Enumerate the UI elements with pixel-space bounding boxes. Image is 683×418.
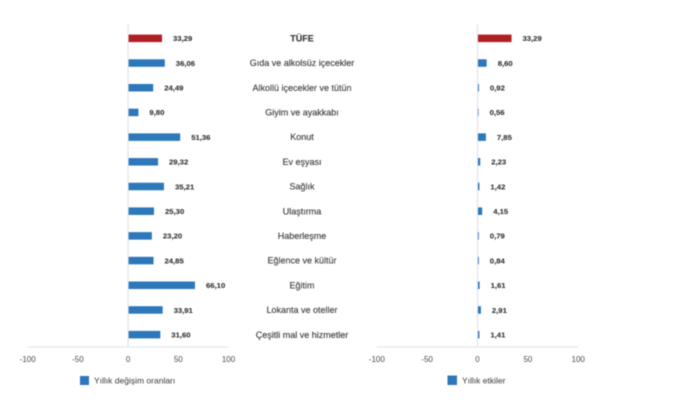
svg-text:2,23: 2,23 xyxy=(491,158,506,167)
svg-text:24,49: 24,49 xyxy=(164,84,183,93)
svg-text:1,61: 1,61 xyxy=(491,281,507,290)
svg-text:50: 50 xyxy=(174,355,183,364)
svg-text:Haberleşme: Haberleşme xyxy=(278,231,327,241)
svg-text:Konut: Konut xyxy=(290,132,314,142)
svg-text:66,10: 66,10 xyxy=(206,281,225,290)
svg-text:0: 0 xyxy=(126,355,131,364)
svg-text:36,06: 36,06 xyxy=(176,59,195,68)
svg-text:0,84: 0,84 xyxy=(490,256,506,265)
svg-text:Ulaştırma: Ulaştırma xyxy=(283,206,322,216)
svg-text:1,42: 1,42 xyxy=(490,182,505,191)
svg-text:0: 0 xyxy=(475,355,480,364)
svg-text:1,41: 1,41 xyxy=(490,330,506,339)
svg-text:Lokanta ve oteller: Lokanta ve oteller xyxy=(266,305,337,315)
svg-text:Yıllık değişim oranları: Yıllık değişim oranları xyxy=(94,376,175,386)
svg-text:Yıllık etkiler: Yıllık etkiler xyxy=(462,376,506,386)
svg-text:Gıda ve alkolsüz içecekler: Gıda ve alkolsüz içecekler xyxy=(250,58,355,68)
svg-text:8,60: 8,60 xyxy=(498,59,513,68)
svg-text:23,20: 23,20 xyxy=(163,232,182,241)
svg-text:Eğlence ve kültür: Eğlence ve kültür xyxy=(267,256,336,266)
svg-text:Eğitim: Eğitim xyxy=(289,280,314,290)
svg-text:33,29: 33,29 xyxy=(173,34,192,43)
svg-text:Giyim ve ayakkabı: Giyim ve ayakkabı xyxy=(265,108,339,118)
svg-text:Alkollü içecekler ve tütün: Alkollü içecekler ve tütün xyxy=(252,83,351,93)
svg-text:29,32: 29,32 xyxy=(169,158,188,167)
svg-text:100: 100 xyxy=(572,355,586,364)
svg-text:-100: -100 xyxy=(20,355,37,364)
svg-text:-50: -50 xyxy=(72,355,84,364)
svg-text:31,60: 31,60 xyxy=(171,330,190,339)
svg-text:7,85: 7,85 xyxy=(497,133,513,142)
svg-text:50: 50 xyxy=(523,355,532,364)
svg-text:33,91: 33,91 xyxy=(174,306,194,315)
svg-text:-50: -50 xyxy=(421,355,433,364)
svg-text:9,80: 9,80 xyxy=(149,108,164,117)
svg-text:35,21: 35,21 xyxy=(175,182,195,191)
svg-text:0,56: 0,56 xyxy=(490,108,505,117)
svg-text:25,30: 25,30 xyxy=(165,207,184,216)
svg-text:Ev eşyası: Ev eşyası xyxy=(282,157,321,167)
svg-text:2,91: 2,91 xyxy=(492,306,508,315)
svg-text:Sağlık: Sağlık xyxy=(289,182,315,192)
svg-text:0,92: 0,92 xyxy=(490,84,505,93)
svg-text:0,79: 0,79 xyxy=(490,232,505,241)
svg-text:TÜFE: TÜFE xyxy=(290,33,314,43)
svg-text:24,85: 24,85 xyxy=(165,256,185,265)
svg-text:-100: -100 xyxy=(369,355,386,364)
svg-text:51,36: 51,36 xyxy=(191,133,210,142)
svg-text:33,29: 33,29 xyxy=(523,34,542,43)
svg-text:100: 100 xyxy=(222,355,236,364)
svg-text:Çeşitli mal ve hizmetler: Çeşitli mal ve hizmetler xyxy=(256,330,349,340)
svg-text:4,15: 4,15 xyxy=(493,207,509,216)
